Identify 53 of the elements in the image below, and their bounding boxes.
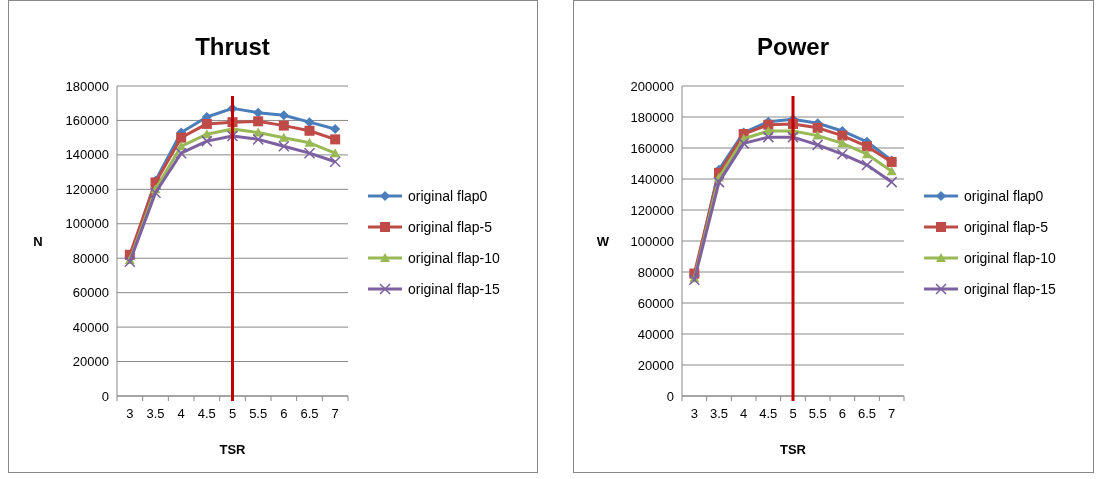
y-tick-label: 100000 xyxy=(630,233,674,249)
y-tick-label: 100000 xyxy=(65,216,109,232)
legend-label: original flap-5 xyxy=(408,218,493,235)
y-tick-label: 140000 xyxy=(65,147,109,163)
y-tick-label: 120000 xyxy=(65,181,109,197)
x-tick-label: 4.5 xyxy=(197,406,216,421)
y-tick-label: 120000 xyxy=(630,202,674,218)
chart-title: Thrust xyxy=(195,33,270,60)
y-tick-label: 180000 xyxy=(630,109,674,125)
legend-label: original flap0 xyxy=(964,187,1044,204)
y-tick-label: 20000 xyxy=(72,354,109,370)
y-tick-label: 40000 xyxy=(637,326,674,342)
x-tick-label: 4 xyxy=(740,406,748,421)
x-tick-label: 4 xyxy=(177,406,185,421)
x-tick-label: 6 xyxy=(838,406,846,421)
x-tick-label: 6.5 xyxy=(857,406,877,421)
x-tick-label: 4.5 xyxy=(759,406,778,421)
x-tick-label: 5 xyxy=(789,406,797,421)
x-tick-label: 5 xyxy=(228,406,237,421)
legend-label: original flap-5 xyxy=(964,218,1049,235)
y-tick-label: 80000 xyxy=(637,264,674,280)
y-tick-label: 180000 xyxy=(65,78,109,94)
legend-label: original flap-15 xyxy=(408,280,501,297)
y-tick-label: 0 xyxy=(101,388,109,404)
legend-label: original flap-15 xyxy=(964,280,1057,297)
y-tick-label: 140000 xyxy=(630,171,674,187)
y-tick-label: 40000 xyxy=(72,319,109,335)
x-tick-label: 3.5 xyxy=(146,406,165,421)
x-tick-label: 5.5 xyxy=(808,406,827,421)
x-tick-label: 5.5 xyxy=(249,406,268,421)
x-tick-label: 6.5 xyxy=(300,406,319,421)
legend-label: original flap-10 xyxy=(408,249,501,266)
y-axis-title: N xyxy=(33,233,43,249)
y-tick-label: 60000 xyxy=(637,295,674,311)
legend-label: original flap-10 xyxy=(964,249,1057,266)
y-axis-title: W xyxy=(596,233,610,249)
x-axis-title: TSR xyxy=(780,442,807,457)
x-tick-label: 7 xyxy=(331,406,339,421)
x-axis-title: TSR xyxy=(219,442,247,457)
y-tick-label: 160000 xyxy=(630,140,674,156)
y-tick-label: 60000 xyxy=(72,285,109,301)
x-tick-label: 3 xyxy=(126,406,134,421)
x-tick-label: 3.5 xyxy=(709,406,729,421)
x-tick-label: 7 xyxy=(888,406,896,421)
x-tick-label: 6 xyxy=(280,406,288,421)
y-tick-label: 160000 xyxy=(65,112,109,128)
chart-title: Power xyxy=(756,33,830,60)
legend-label: original flap0 xyxy=(408,187,488,204)
x-tick-label: 3 xyxy=(690,406,698,421)
y-tick-label: 20000 xyxy=(637,357,674,373)
y-tick-label: 0 xyxy=(666,388,674,404)
y-tick-label: 200000 xyxy=(630,78,674,94)
y-tick-label: 80000 xyxy=(72,250,109,266)
